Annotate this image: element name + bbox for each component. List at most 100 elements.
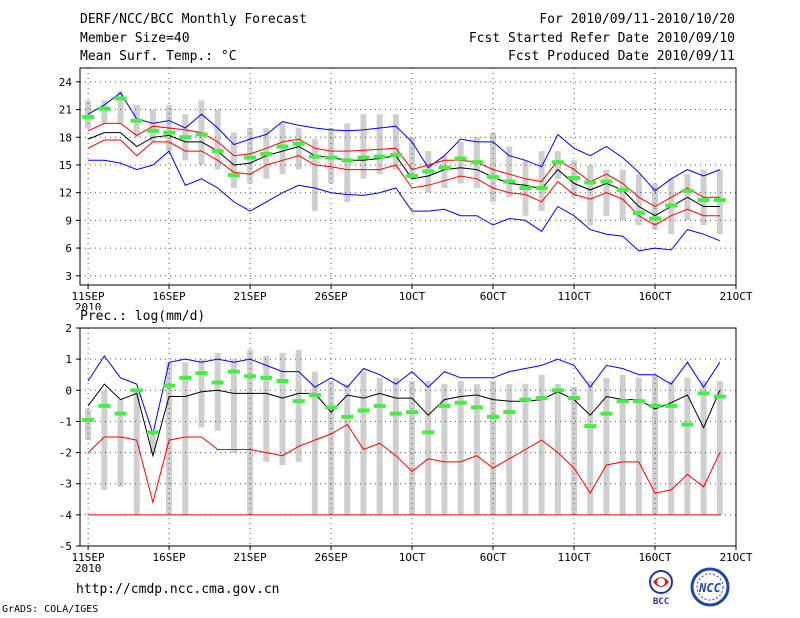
temp-box: [101, 100, 108, 124]
prec-xtick-label: 16OCT: [638, 551, 671, 564]
bcc-logo: BCC: [649, 570, 673, 606]
temp-observed-point: [584, 180, 597, 185]
temp-observed-point: [551, 160, 564, 165]
temp-xtick-label: 1OCT: [399, 290, 426, 303]
temp-observed-point: [406, 174, 419, 179]
prec-box: [198, 359, 205, 428]
prec-box: [295, 349, 302, 462]
temp-box: [376, 114, 383, 175]
temp-box: [279, 123, 286, 175]
prec-observed-point: [260, 375, 273, 380]
prec-box: [668, 380, 675, 515]
prec-box: [490, 380, 497, 515]
prec-ytick-label: -3: [59, 478, 72, 491]
temp-observed-point: [357, 155, 370, 160]
prec-xtick-label: 1OCT: [399, 551, 426, 564]
temp-observed-point: [130, 118, 143, 123]
temp-observed-point: [211, 149, 224, 154]
prec-observed-point: [179, 375, 192, 380]
prec-observed-point: [163, 383, 176, 388]
prec-observed-point: [146, 430, 159, 435]
prec-box: [700, 380, 707, 515]
temp-observed-point: [487, 174, 500, 179]
temp-observed-point: [422, 169, 435, 174]
prec-box: [133, 390, 140, 515]
prec-series-max-p: [87, 383, 721, 458]
prec-xtick-sublabel: 2010: [75, 562, 102, 575]
forecast-start-date: Fcst Started Refer Date 2010/09/10: [468, 31, 735, 46]
prec-box: [279, 352, 286, 466]
prec-box: [425, 380, 432, 515]
temp-ytick-label: 21: [59, 104, 72, 117]
temp-observed-point: [227, 173, 240, 178]
ncc-logo-text: NCC: [698, 581, 721, 595]
prec-box: [538, 374, 545, 515]
prec-box: [149, 430, 156, 453]
bcc-logo-text: BCC: [653, 597, 669, 606]
prec-box: [182, 362, 189, 515]
prec-xtick-label: 6OCT: [480, 551, 507, 564]
prec-observed-point: [211, 380, 224, 385]
temp-xtick-label: 11OCT: [557, 290, 590, 303]
prec-xtick-label: 11OCT: [557, 551, 590, 564]
temp-xtick-label: 11SEP: [72, 290, 105, 303]
temp-observed-point: [503, 179, 516, 184]
prec-observed-point: [454, 400, 467, 405]
temp-box: [230, 132, 237, 189]
temp-xtick-sublabel: 2010: [75, 301, 102, 310]
prec-box: [247, 349, 254, 515]
ncc-logo: NCC: [690, 567, 730, 607]
prec-observed-point: [568, 396, 581, 401]
prec-series-max: [87, 355, 721, 436]
prec-observed-point: [713, 394, 726, 399]
prec-observed-point: [325, 405, 338, 410]
prec-box: [473, 384, 480, 515]
temp-box: [441, 155, 448, 189]
temp-observed-point: [195, 132, 208, 137]
prec-observed-point: [244, 374, 257, 379]
temp-observed-point: [373, 154, 386, 159]
temp-box: [392, 114, 399, 170]
prec-box: [376, 377, 383, 515]
prec-observed-point: [276, 378, 289, 383]
prec-observed-point: [357, 408, 370, 413]
prec-xtick-label: 11SEP: [72, 551, 105, 564]
temp-observed-point: [389, 152, 402, 157]
prec-xtick-label: 16SEP: [153, 551, 186, 564]
temp-observed-point: [519, 186, 532, 191]
temp-ytick-label: 9: [65, 214, 72, 227]
temp-observed-point: [632, 210, 645, 215]
prec-box: [328, 380, 335, 515]
prec-ytick-label: -1: [59, 415, 72, 428]
temp-observed-point: [616, 187, 629, 192]
prec-xtick-label: 21OCT: [719, 551, 752, 564]
variable-label: Mean Surf. Temp.: °C: [80, 49, 237, 64]
prec-observed-point: [681, 422, 694, 427]
temp-observed-point: [163, 130, 176, 135]
forecast-produced-date: Fcst Produced Date 2010/09/11: [508, 49, 735, 64]
temp-box: [506, 146, 513, 198]
prec-observed-point: [422, 430, 435, 435]
chart-title: DERF/NCC/BCC Monthly Forecast: [80, 12, 307, 27]
temp-box: [344, 123, 351, 202]
prec-observed-point: [551, 388, 564, 393]
prec-ytick-label: 1: [65, 353, 72, 366]
temp-xtick-label: 21OCT: [719, 290, 752, 303]
temp-observed-point: [244, 155, 257, 160]
temp-observed-point: [454, 156, 467, 161]
prec-ytick-label: -2: [59, 447, 72, 460]
prec-ytick-label: -4: [59, 509, 73, 522]
temp-observed-point: [341, 158, 354, 163]
temp-observed-point: [713, 198, 726, 203]
prec-ytick-label: 0: [65, 384, 72, 397]
prec-box: [603, 377, 610, 515]
prec-observed-point: [98, 403, 111, 408]
temp-ytick-label: 15: [59, 159, 72, 172]
temp-ytick-label: 12: [59, 187, 72, 200]
temp-observed-point: [179, 135, 192, 140]
prec-xtick-label: 26SEP: [314, 551, 347, 564]
prec-observed-point: [470, 405, 483, 410]
prec-observed-point: [406, 410, 419, 415]
